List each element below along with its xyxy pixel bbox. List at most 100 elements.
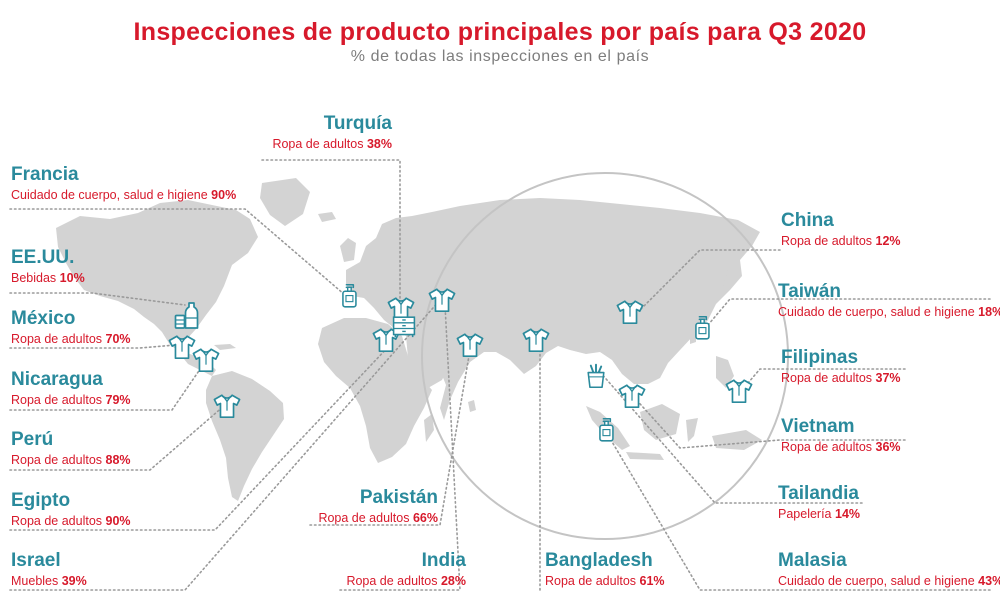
country-name: India bbox=[421, 550, 466, 571]
percent: 37% bbox=[875, 371, 901, 385]
leader-pakistan bbox=[309, 349, 471, 526]
leader-china bbox=[639, 249, 781, 311]
land-masses bbox=[56, 178, 762, 501]
shirt-icon-filipinas bbox=[725, 379, 753, 404]
caribbean bbox=[214, 344, 236, 350]
percent: 14% bbox=[835, 507, 861, 521]
category: Ropa de adultos bbox=[11, 393, 103, 407]
category: Ropa de adultos bbox=[781, 234, 873, 248]
philippines-islands bbox=[716, 356, 734, 388]
label-tailandia: Tailandia Papelería 14% bbox=[778, 484, 860, 521]
iceland bbox=[318, 212, 336, 222]
new-guinea bbox=[712, 430, 762, 450]
country-name: Turquía bbox=[323, 113, 392, 134]
leader-nicaragua bbox=[9, 361, 206, 411]
label-taiwan: Taiwán Cuidado de cuerpo, salud e higien… bbox=[778, 282, 1000, 319]
category: Cuidado de cuerpo, salud e higiene bbox=[11, 188, 208, 202]
percent: 79% bbox=[105, 393, 131, 407]
country-name: Perú bbox=[11, 429, 54, 450]
category: Bebidas bbox=[11, 271, 57, 285]
percent: 61% bbox=[639, 574, 665, 588]
page-subtitle: % de todas las inspecciones en el país bbox=[350, 48, 650, 65]
leader-vietnam bbox=[631, 394, 906, 449]
country-name: Israel bbox=[11, 550, 61, 571]
country-name: Bangladesh bbox=[545, 550, 653, 571]
label-filipinas: Filipinas Ropa de adultos 37% bbox=[781, 348, 901, 385]
country-name: Malasia bbox=[778, 550, 847, 571]
taiwan-island bbox=[690, 332, 696, 344]
percent: 38% bbox=[366, 137, 392, 151]
category: Ropa de adultos bbox=[11, 514, 103, 528]
greenland bbox=[260, 178, 310, 226]
label-nicaragua: Nicaragua Ropa de adultos 79% bbox=[11, 370, 131, 407]
category: Cuidado de cuerpo, salud e higiene bbox=[778, 574, 975, 588]
british-isles bbox=[340, 238, 356, 262]
label-china: China Ropa de adultos 12% bbox=[781, 211, 901, 248]
south-america bbox=[206, 371, 284, 501]
percent: 28% bbox=[440, 574, 466, 588]
label-mexico: México Ropa de adultos 70% bbox=[11, 309, 131, 346]
country-name: Pakistán bbox=[359, 487, 438, 508]
percent: 88% bbox=[105, 453, 131, 467]
category: Ropa de adultos bbox=[272, 137, 364, 151]
label-egipto: Egipto Ropa de adultos 90% bbox=[11, 491, 131, 528]
country-name: Nicaragua bbox=[11, 369, 103, 390]
percent: 10% bbox=[59, 271, 85, 285]
label-turquia: Turquía Ropa de adultos 38% bbox=[272, 114, 392, 151]
leader-taiwan bbox=[707, 298, 991, 326]
leader-francia bbox=[9, 208, 346, 296]
leader-turquia bbox=[261, 159, 401, 311]
leader-egipto bbox=[9, 344, 391, 531]
label-bangladesh: Bangladesh Ropa de adultos 61% bbox=[545, 551, 665, 588]
percent: 43% bbox=[978, 574, 1000, 588]
country-name: México bbox=[11, 308, 76, 329]
country-name: Filipinas bbox=[781, 347, 859, 368]
percent: 18% bbox=[978, 305, 1000, 319]
page-title: Inspecciones de producto principales por… bbox=[133, 18, 867, 46]
north-america bbox=[56, 200, 258, 349]
percent: 66% bbox=[412, 511, 438, 525]
label-india: India Ropa de adultos 28% bbox=[346, 551, 466, 588]
label-eeuu: EE.UU. Bebidas 10% bbox=[11, 248, 85, 285]
category: Ropa de adultos bbox=[781, 371, 873, 385]
category: Cuidado de cuerpo, salud e higiene bbox=[778, 305, 975, 319]
category: Ropa de adultos bbox=[11, 453, 103, 467]
percent: 70% bbox=[105, 332, 131, 346]
category: Ropa de adultos bbox=[545, 574, 637, 588]
country-name: Tailandia bbox=[778, 483, 859, 504]
label-peru: Perú Ropa de adultos 88% bbox=[11, 430, 131, 467]
leader-peru bbox=[9, 404, 226, 471]
label-malasia: Malasia Cuidado de cuerpo, salud e higie… bbox=[778, 551, 1000, 588]
category: Ropa de adultos bbox=[346, 574, 438, 588]
sri-lanka bbox=[468, 400, 476, 412]
leader-malasia bbox=[604, 429, 991, 591]
borneo bbox=[640, 404, 680, 440]
madagascar bbox=[424, 414, 434, 442]
country-name: Vietnam bbox=[781, 416, 855, 437]
country-name: Egipto bbox=[11, 490, 71, 511]
label-israel: Israel Muebles 39% bbox=[11, 551, 87, 588]
eurasia bbox=[346, 198, 760, 420]
leader-israel bbox=[9, 299, 441, 591]
country-name: EE.UU. bbox=[11, 247, 75, 268]
category: Ropa de adultos bbox=[11, 332, 103, 346]
leader-mexico bbox=[9, 344, 176, 349]
percent: 12% bbox=[875, 234, 901, 248]
label-pakistan: Pakistán Ropa de adultos 66% bbox=[318, 488, 438, 525]
sulawesi bbox=[686, 418, 698, 442]
category: Ropa de adultos bbox=[781, 440, 873, 454]
category: Papelería bbox=[778, 507, 832, 521]
percent: 90% bbox=[105, 514, 131, 528]
leader-eeuu bbox=[9, 292, 186, 306]
category: Muebles bbox=[11, 574, 59, 588]
leader-lines bbox=[9, 159, 991, 591]
country-name: China bbox=[781, 210, 834, 231]
leader-india bbox=[339, 304, 461, 591]
percent: 90% bbox=[211, 188, 237, 202]
leader-tailandia bbox=[599, 371, 863, 504]
furniture-icon-israel bbox=[392, 316, 416, 338]
percent: 36% bbox=[875, 440, 901, 454]
percent: 39% bbox=[61, 574, 87, 588]
country-name: Francia bbox=[11, 164, 79, 185]
